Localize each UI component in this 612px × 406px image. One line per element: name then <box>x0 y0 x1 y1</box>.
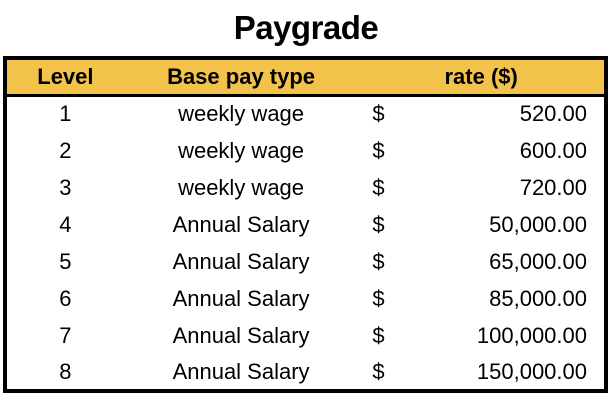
col-header-base-pay-type: Base pay type <box>123 58 359 97</box>
currency-symbol: $ <box>372 211 385 237</box>
currency-symbol: $ <box>372 174 385 200</box>
rate-amount: 65,000.00 <box>489 248 587 274</box>
rate-cell: $ 85,000.00 <box>358 280 606 317</box>
rate-amount: 50,000.00 <box>489 211 587 237</box>
table-body: 1 weekly wage $ 520.00 2 weekly wage $ 6… <box>5 95 606 391</box>
rate-cell: $ 50,000.00 <box>358 206 606 243</box>
rate-cell: $ 520.00 <box>358 95 606 132</box>
level-cell: 3 <box>59 174 72 200</box>
currency-symbol: $ <box>372 101 385 127</box>
rate-amount: 150,000.00 <box>476 358 587 384</box>
level-cell: 6 <box>59 285 72 311</box>
rate-cell: $ 150,000.00 <box>358 354 606 391</box>
rate-cell-content: $ 50,000.00 <box>358 212 604 238</box>
rate-cell: $ 65,000.00 <box>358 243 606 280</box>
table-row: 6 Annual Salary $ 85,000.00 <box>5 280 606 317</box>
table-row: 2 weekly wage $ 600.00 <box>5 132 606 169</box>
table-header: Level Base pay type rate ($) <box>5 58 606 97</box>
base-pay-type-cell: Annual Salary <box>172 285 310 311</box>
page-title: Paygrade <box>233 9 379 46</box>
currency-symbol: $ <box>372 248 385 274</box>
rate-cell-content: $ 720.00 <box>358 175 604 201</box>
level-cell: 5 <box>59 248 72 274</box>
base-pay-type-cell: Annual Salary <box>172 248 310 274</box>
rate-amount: 520.00 <box>519 101 587 127</box>
rate-cell: $ 600.00 <box>358 132 606 169</box>
rate-cell-content: $ 520.00 <box>358 101 604 127</box>
rate-amount: 720.00 <box>519 174 587 200</box>
col-header-level: Level <box>5 58 124 97</box>
base-pay-type-cell: Annual Salary <box>172 211 310 237</box>
rate-amount: 600.00 <box>519 137 587 163</box>
col-header-rate: rate ($) <box>358 58 606 97</box>
rate-cell-content: $ 150,000.00 <box>358 359 604 385</box>
rate-cell-content: $ 65,000.00 <box>358 249 604 275</box>
header-row: Level Base pay type rate ($) <box>5 58 606 97</box>
currency-symbol: $ <box>372 322 385 348</box>
level-cell: 2 <box>59 137 72 163</box>
currency-symbol: $ <box>372 358 385 384</box>
currency-symbol: $ <box>372 137 385 163</box>
base-pay-type-cell: Annual Salary <box>172 322 310 348</box>
paygrade-table: Level Base pay type rate ($) 1 weekly wa… <box>3 56 608 393</box>
level-cell: 8 <box>59 358 72 384</box>
table-row: 3 weekly wage $ 720.00 <box>5 169 606 206</box>
currency-symbol: $ <box>372 285 385 311</box>
rate-cell-content: $ 600.00 <box>358 138 604 164</box>
rate-cell: $ 720.00 <box>358 169 606 206</box>
rate-amount: 100,000.00 <box>476 322 587 348</box>
rate-cell: $ 100,000.00 <box>358 317 606 354</box>
level-cell: 1 <box>59 101 72 127</box>
rate-amount: 85,000.00 <box>489 285 587 311</box>
rate-cell-content: $ 100,000.00 <box>358 323 604 349</box>
table-row: 7 Annual Salary $ 100,000.00 <box>5 317 606 354</box>
table-row: 8 Annual Salary $ 150,000.00 <box>5 354 606 391</box>
base-pay-type-cell: weekly wage <box>178 174 305 200</box>
base-pay-type-cell: weekly wage <box>178 137 305 163</box>
base-pay-type-cell: Annual Salary <box>172 358 310 384</box>
level-cell: 4 <box>59 211 72 237</box>
rate-cell-content: $ 85,000.00 <box>358 286 604 312</box>
table-row: 4 Annual Salary $ 50,000.00 <box>5 206 606 243</box>
base-pay-type-cell: weekly wage <box>178 101 305 127</box>
table-row: 1 weekly wage $ 520.00 <box>5 95 606 132</box>
table-row: 5 Annual Salary $ 65,000.00 <box>5 243 606 280</box>
level-cell: 7 <box>59 322 72 348</box>
